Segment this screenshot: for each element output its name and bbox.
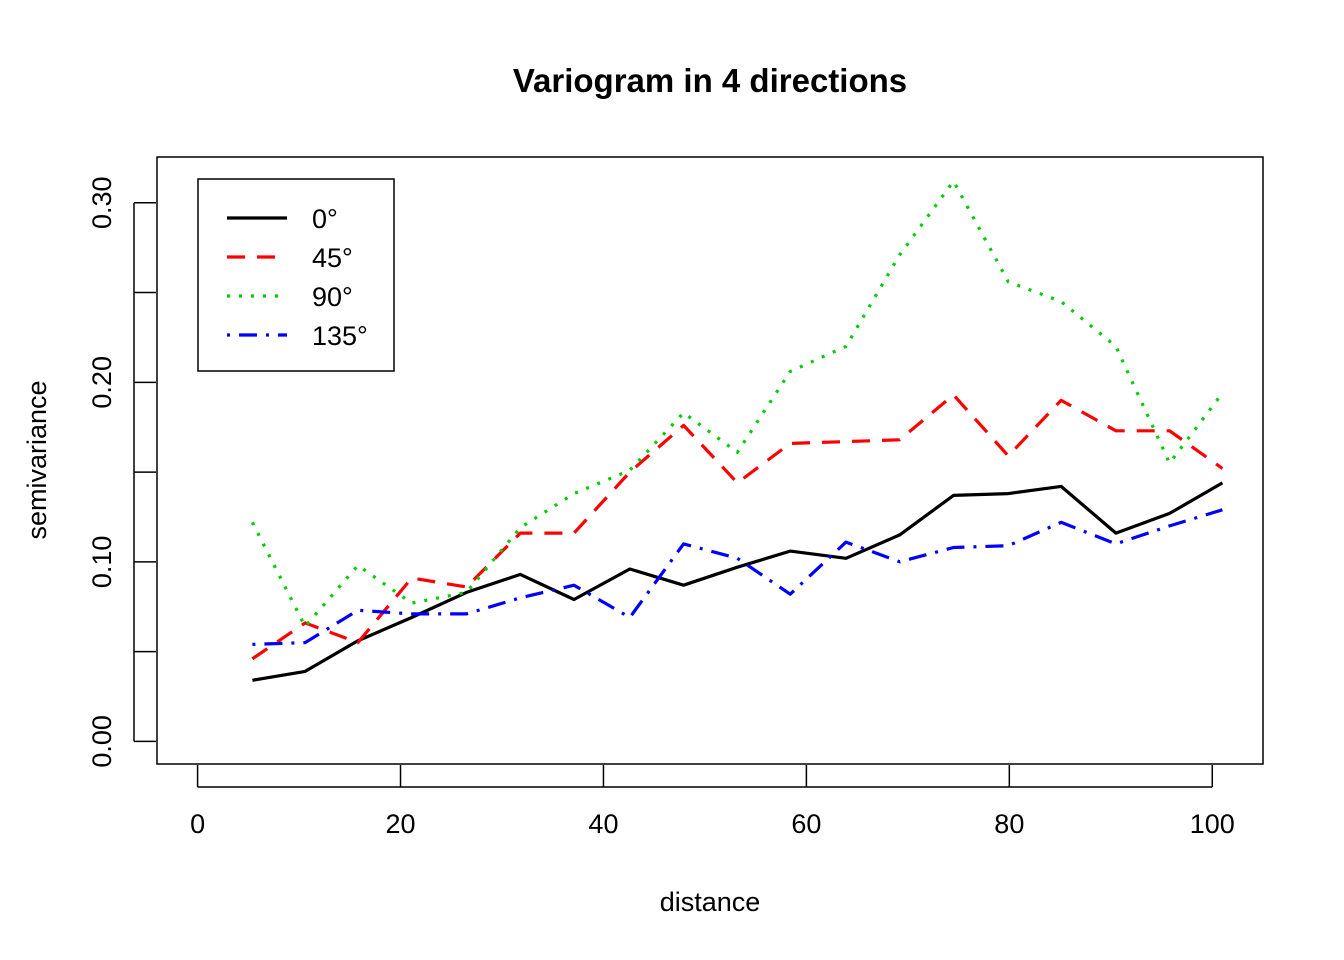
series-line-0: [252, 481, 1224, 682]
x-axis-label: distance: [660, 887, 761, 917]
y-tick-label: 0.20: [87, 356, 117, 409]
y-axis: 0.00 0.10 0.20 0.30: [87, 176, 156, 768]
y-tick-label: 0.00: [87, 715, 117, 768]
y-tick-label: 0.30: [87, 176, 117, 229]
x-tick-label: 100: [1190, 809, 1235, 839]
y-tick-label: 0.10: [87, 536, 117, 589]
x-tick-label: 40: [588, 809, 618, 839]
x-axis: 0 20 40 60 80 100: [190, 765, 1235, 839]
series-line-2: [250, 179, 1224, 629]
legend-label: 90°: [312, 282, 353, 312]
series-line-3: [252, 508, 1223, 646]
x-tick-label: 80: [994, 809, 1024, 839]
legend-label: 0°: [312, 204, 338, 234]
legend-label: 45°: [312, 243, 353, 273]
chart-title: Variogram in 4 directions: [513, 62, 907, 99]
legend: 0° 45° 90° 135°: [197, 178, 395, 372]
x-tick-label: 60: [791, 809, 821, 839]
y-axis-label: semivariance: [22, 380, 52, 539]
series-line-1: [251, 393, 1224, 661]
x-tick-label: 20: [385, 809, 415, 839]
plot-frame: [156, 156, 1264, 765]
x-tick-label: 0: [190, 809, 205, 839]
legend-box: [197, 178, 395, 372]
legend-label: 135°: [312, 321, 368, 351]
series-lines: [250, 179, 1224, 682]
